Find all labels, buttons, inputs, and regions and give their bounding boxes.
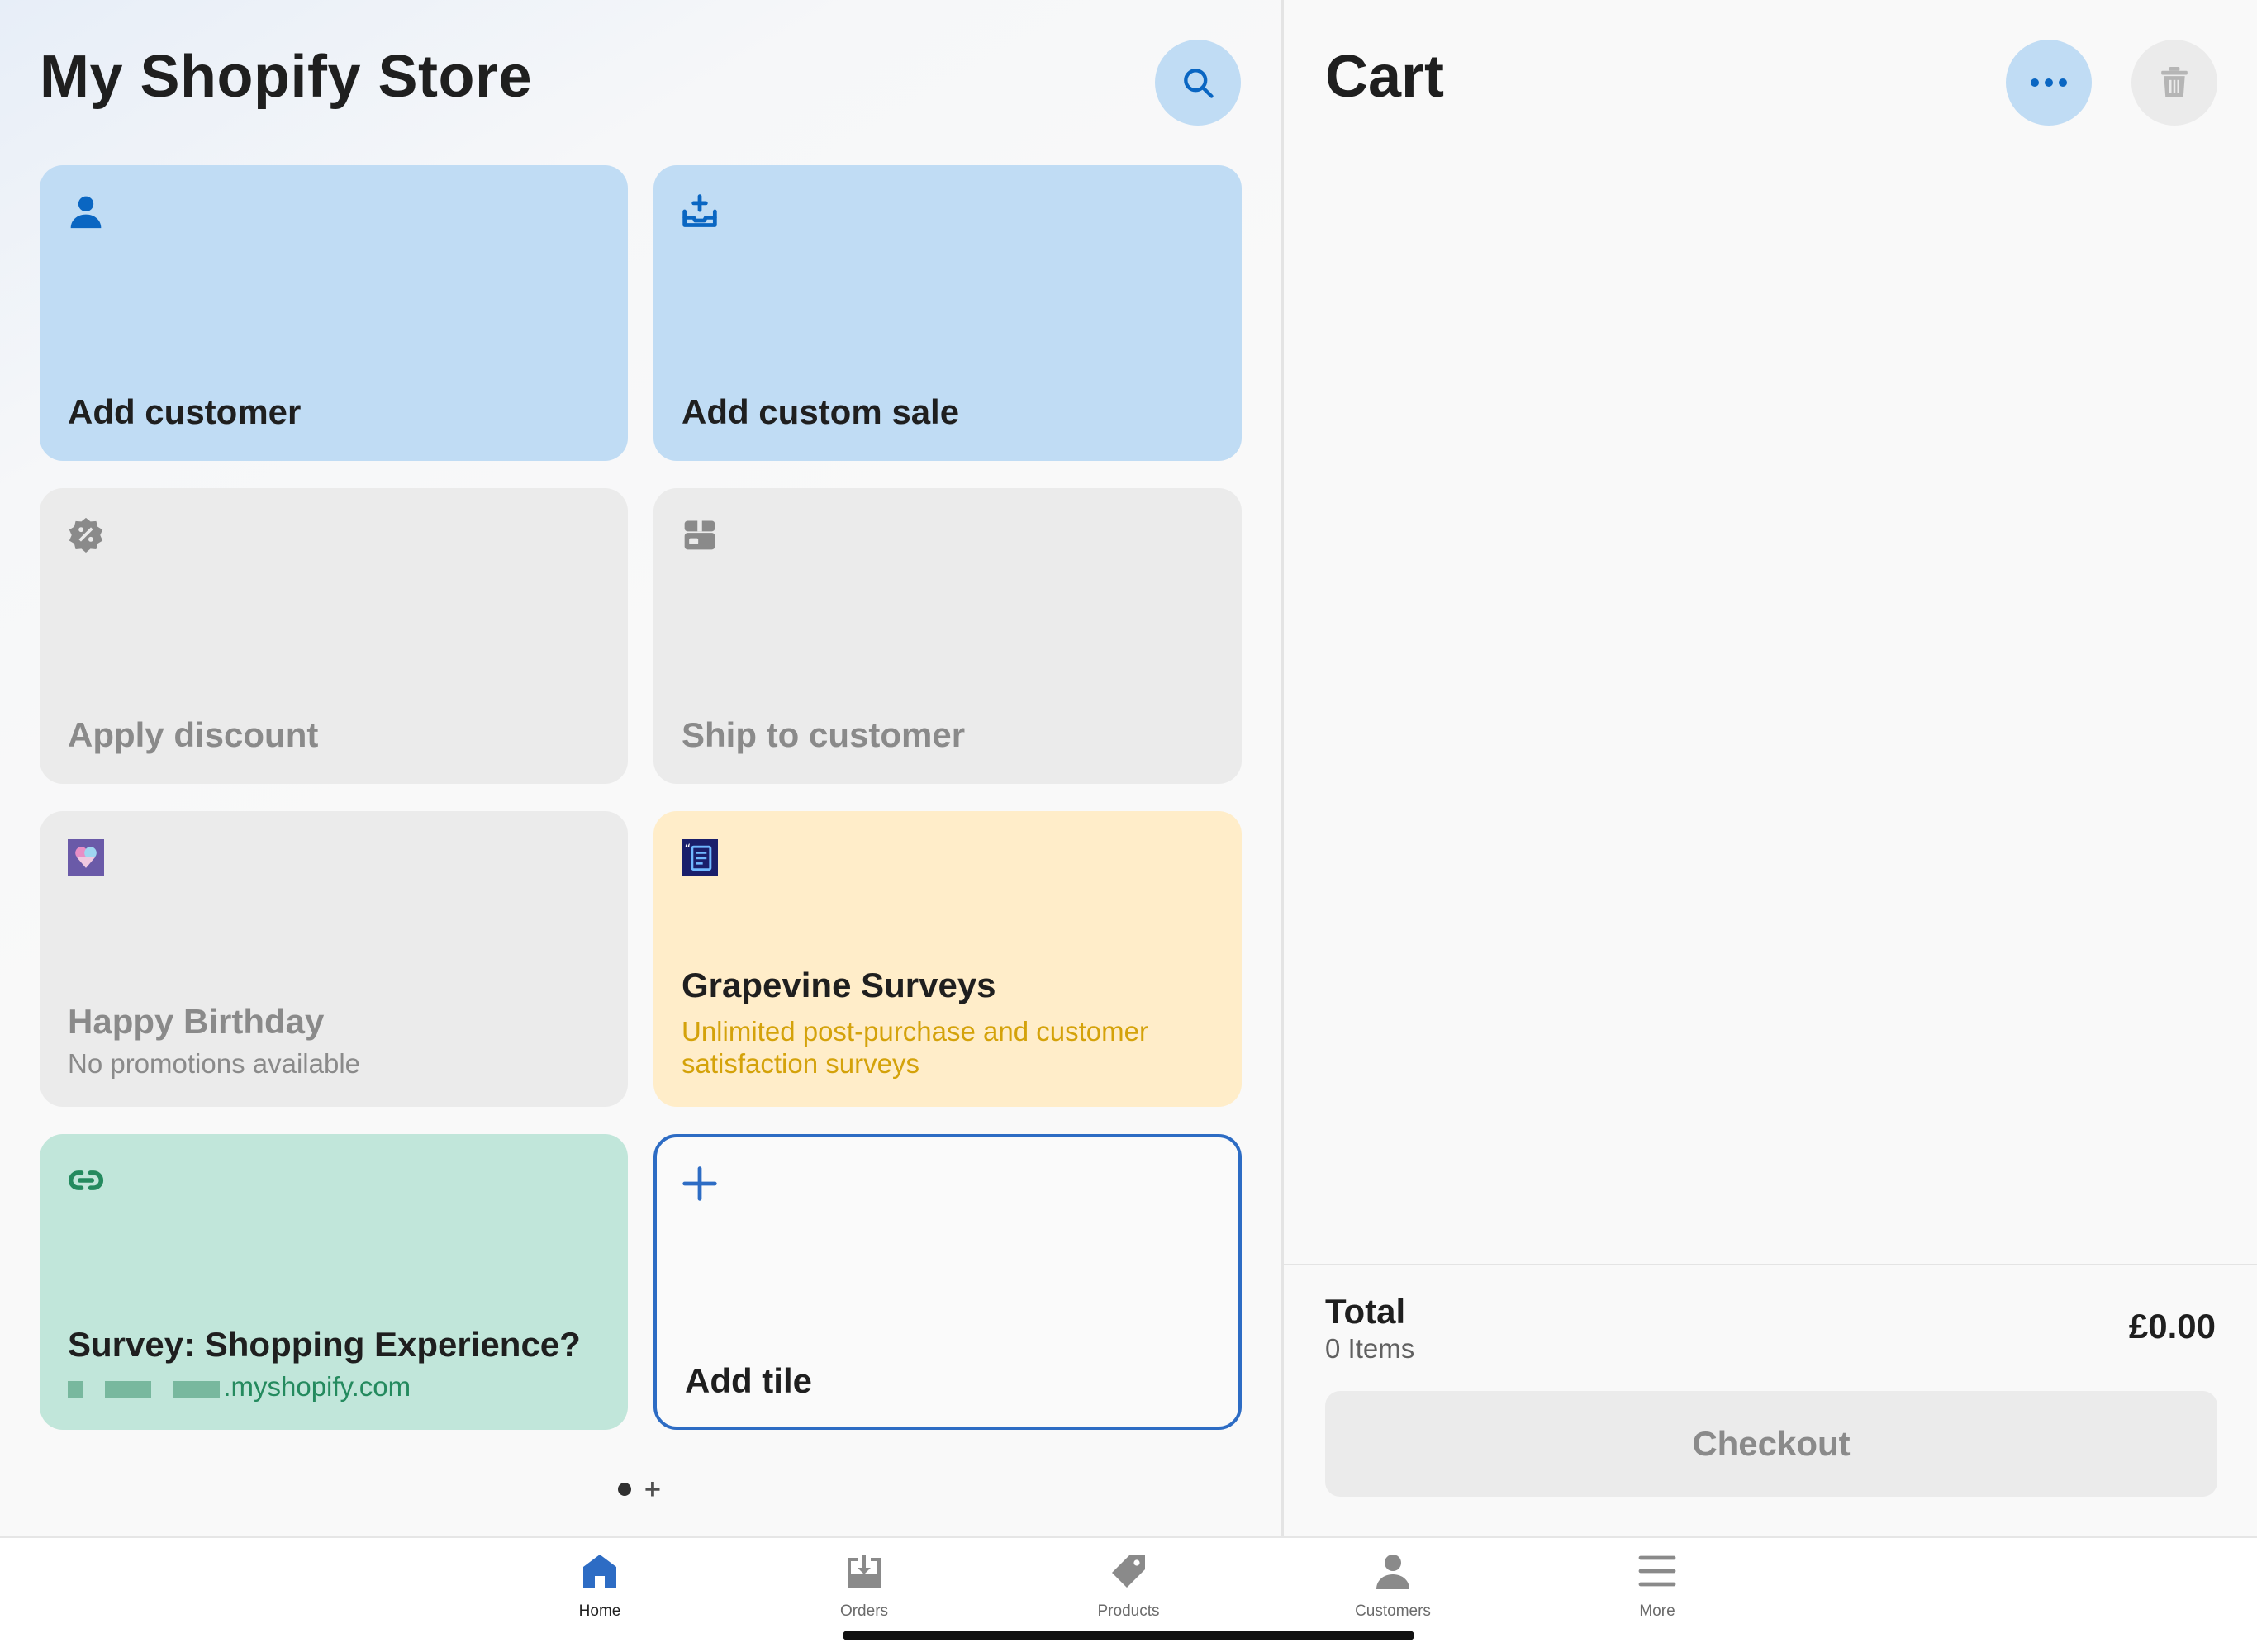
add-customer-tile[interactable]: Add customer (40, 165, 628, 461)
add-page-button[interactable]: + (644, 1474, 661, 1505)
link-icon (68, 1170, 104, 1190)
total-value: £0.00 (2128, 1307, 2216, 1346)
tile-subtitle: No promotions available (68, 1048, 361, 1080)
pane-divider (1281, 0, 1284, 1536)
page-dot[interactable] (618, 1483, 631, 1496)
tab-label: Customers (1355, 1602, 1431, 1620)
happy-birthday-tile[interactable]: Happy Birthday No promotions available (40, 811, 628, 1107)
add-custom-sale-tile[interactable]: Add custom sale (653, 165, 1242, 461)
tile-label: Grapevine Surveys (682, 965, 996, 1004)
ship-to-customer-tile[interactable]: Ship to customer (653, 488, 1242, 784)
tab-home[interactable]: Home (517, 1551, 682, 1634)
svg-text:“: “ (685, 843, 691, 857)
tab-products[interactable]: Products (1046, 1551, 1211, 1634)
tile-label: Ship to customer (682, 714, 966, 754)
tile-subtitle: Unlimited post-purchase and customer sat… (682, 1015, 1148, 1080)
ellipsis-icon (2031, 78, 2067, 87)
menu-icon (1638, 1555, 1676, 1587)
tray-plus-icon (682, 194, 717, 227)
redacted-block (105, 1380, 152, 1398)
store-title: My Shopify Store (40, 44, 533, 110)
clear-cart-button[interactable] (2131, 40, 2217, 126)
tab-label: More (1639, 1602, 1675, 1620)
home-icon (583, 1555, 616, 1588)
tile-label: Apply discount (68, 714, 319, 754)
app-thumbnail-icon: “ (682, 839, 718, 876)
tab-label: Products (1097, 1602, 1160, 1620)
orders-icon (848, 1555, 881, 1588)
redacted-block (68, 1380, 83, 1398)
cart-title: Cart (1325, 44, 1445, 110)
home-indicator (843, 1631, 1414, 1640)
grapevine-surveys-tile[interactable]: “ Grapevine Surveys Unlimited post-purch… (653, 811, 1242, 1107)
tab-customers[interactable]: Customers (1310, 1551, 1475, 1634)
person-icon (1376, 1555, 1409, 1589)
tile-label: Survey: Shopping Experience? (68, 1324, 581, 1364)
add-tile-button[interactable]: Add tile (653, 1134, 1242, 1430)
items-count: 0 Items (1325, 1333, 1415, 1364)
package-icon (684, 520, 715, 550)
checkout-button[interactable]: Checkout (1325, 1391, 2217, 1497)
total-label: Total (1325, 1292, 1406, 1331)
tab-more[interactable]: More (1575, 1551, 1740, 1634)
redacted-block (173, 1380, 221, 1398)
trash-icon (2161, 67, 2188, 97)
tab-orders[interactable]: Orders (782, 1551, 947, 1634)
store-domain: .myshopify.com (223, 1371, 411, 1403)
tile-label: Happy Birthday (68, 1001, 325, 1041)
survey-link-tile[interactable]: Survey: Shopping Experience? .myshopify.… (40, 1134, 628, 1430)
person-icon (70, 196, 102, 229)
search-button[interactable] (1155, 40, 1241, 126)
tag-icon (1112, 1555, 1145, 1588)
tab-label: Home (578, 1602, 621, 1620)
cart-divider (1284, 1264, 2257, 1265)
tile-label: Add tile (685, 1360, 812, 1400)
tile-subtitle: .myshopify.com (68, 1370, 578, 1403)
tile-label: Add custom sale (682, 392, 960, 431)
tab-label: Orders (839, 1602, 889, 1620)
tile-label: Add customer (68, 392, 302, 431)
page-indicator: + (618, 1475, 661, 1503)
discount-badge-icon (69, 517, 103, 553)
plus-icon (682, 1166, 717, 1201)
apply-discount-tile[interactable]: Apply discount (40, 488, 628, 784)
search-icon (1184, 69, 1214, 98)
app-thumbnail-icon (68, 839, 104, 876)
cart-more-button[interactable] (2006, 40, 2092, 126)
